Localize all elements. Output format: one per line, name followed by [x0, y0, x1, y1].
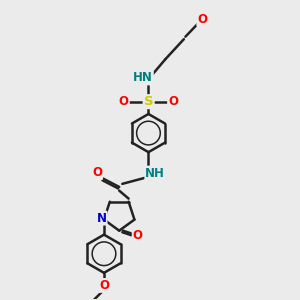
Text: O: O — [119, 95, 129, 108]
Text: O: O — [168, 95, 178, 108]
Text: O: O — [133, 229, 143, 242]
Text: O: O — [99, 279, 109, 292]
Text: O: O — [92, 166, 102, 179]
Text: S: S — [144, 95, 153, 108]
Text: HN: HN — [133, 71, 153, 85]
Text: N: N — [97, 212, 106, 225]
Text: O: O — [197, 13, 207, 26]
Text: NH: NH — [145, 167, 165, 180]
